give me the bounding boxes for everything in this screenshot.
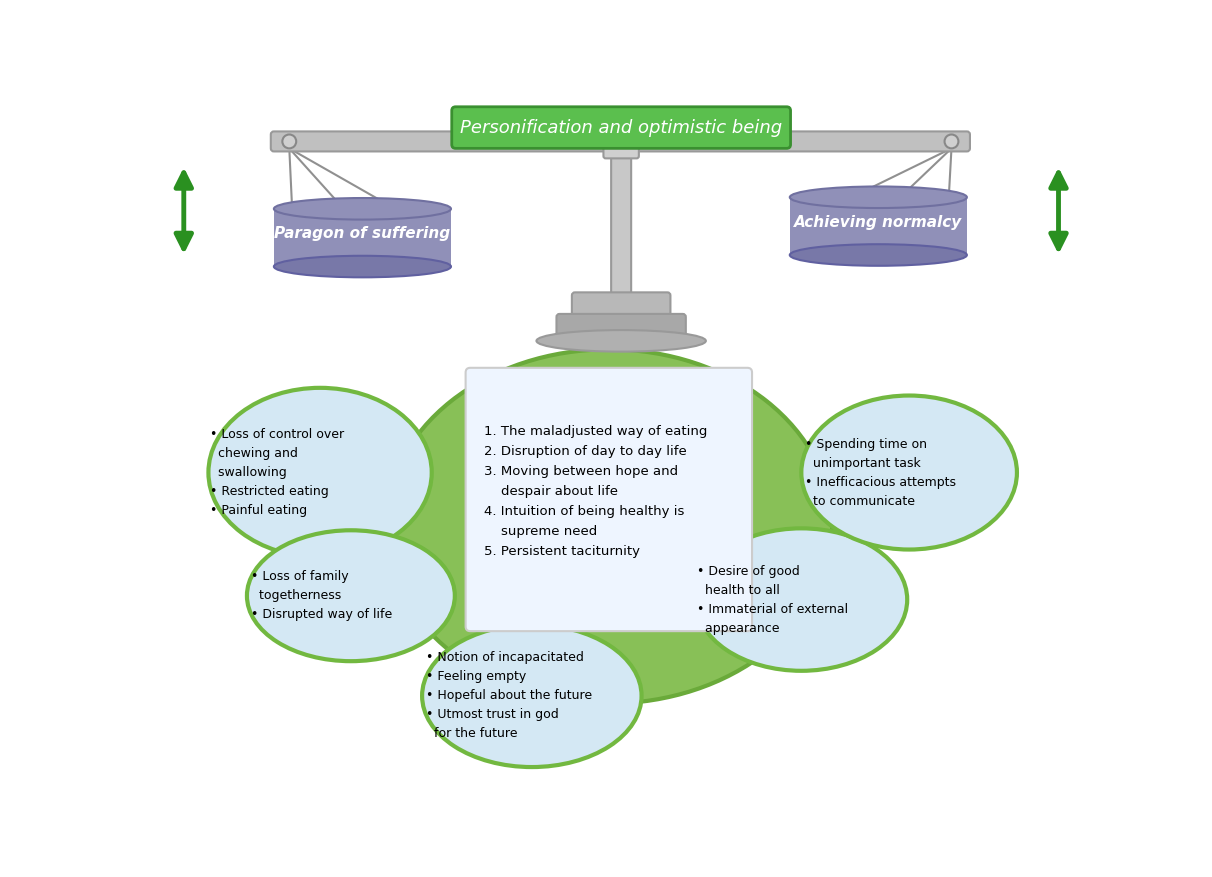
Text: • Desire of good
  health to all
• Immaterial of external
  appearance: • Desire of good health to all • Immater… (697, 565, 848, 635)
FancyBboxPatch shape (274, 209, 451, 267)
Ellipse shape (790, 244, 967, 266)
FancyBboxPatch shape (270, 132, 970, 152)
Ellipse shape (808, 221, 948, 237)
Text: 1. The maladjusted way of eating
2. Disruption of day to day life
3. Moving betw: 1. The maladjusted way of eating 2. Disr… (484, 425, 708, 559)
Ellipse shape (282, 134, 296, 148)
FancyBboxPatch shape (611, 147, 631, 297)
FancyBboxPatch shape (572, 292, 670, 320)
FancyBboxPatch shape (465, 367, 753, 631)
Ellipse shape (274, 198, 451, 219)
Ellipse shape (801, 396, 1017, 550)
Ellipse shape (208, 388, 431, 557)
FancyBboxPatch shape (604, 140, 639, 159)
Text: • Notion of incapacitated
• Feeling empty
• Hopeful about the future
• Utmost tr: • Notion of incapacitated • Feeling empt… (425, 652, 591, 740)
Ellipse shape (278, 228, 447, 263)
Ellipse shape (790, 187, 967, 208)
Ellipse shape (274, 256, 451, 277)
Ellipse shape (696, 528, 908, 671)
Ellipse shape (537, 330, 705, 352)
Text: Paragon of suffering: Paragon of suffering (274, 226, 451, 241)
Text: • Spending time on
  unimportant task
• Inefficacious attempts
  to communicate: • Spending time on unimportant task • In… (805, 438, 956, 508)
FancyBboxPatch shape (556, 314, 686, 337)
FancyBboxPatch shape (452, 107, 790, 148)
Text: • Loss of control over
  chewing and
  swallowing
• Restricted eating
• Painful : • Loss of control over chewing and swall… (210, 428, 344, 517)
Ellipse shape (944, 134, 959, 148)
Ellipse shape (794, 217, 964, 251)
Text: • Loss of family
  togetherness
• Disrupted way of life: • Loss of family togetherness • Disrupte… (251, 570, 391, 621)
FancyBboxPatch shape (790, 197, 967, 255)
Ellipse shape (247, 531, 454, 661)
Ellipse shape (422, 624, 641, 767)
Ellipse shape (293, 233, 431, 248)
Text: Achieving normalcy: Achieving normalcy (794, 215, 962, 230)
Ellipse shape (385, 349, 833, 703)
Text: Personification and optimistic being: Personification and optimistic being (461, 118, 782, 137)
